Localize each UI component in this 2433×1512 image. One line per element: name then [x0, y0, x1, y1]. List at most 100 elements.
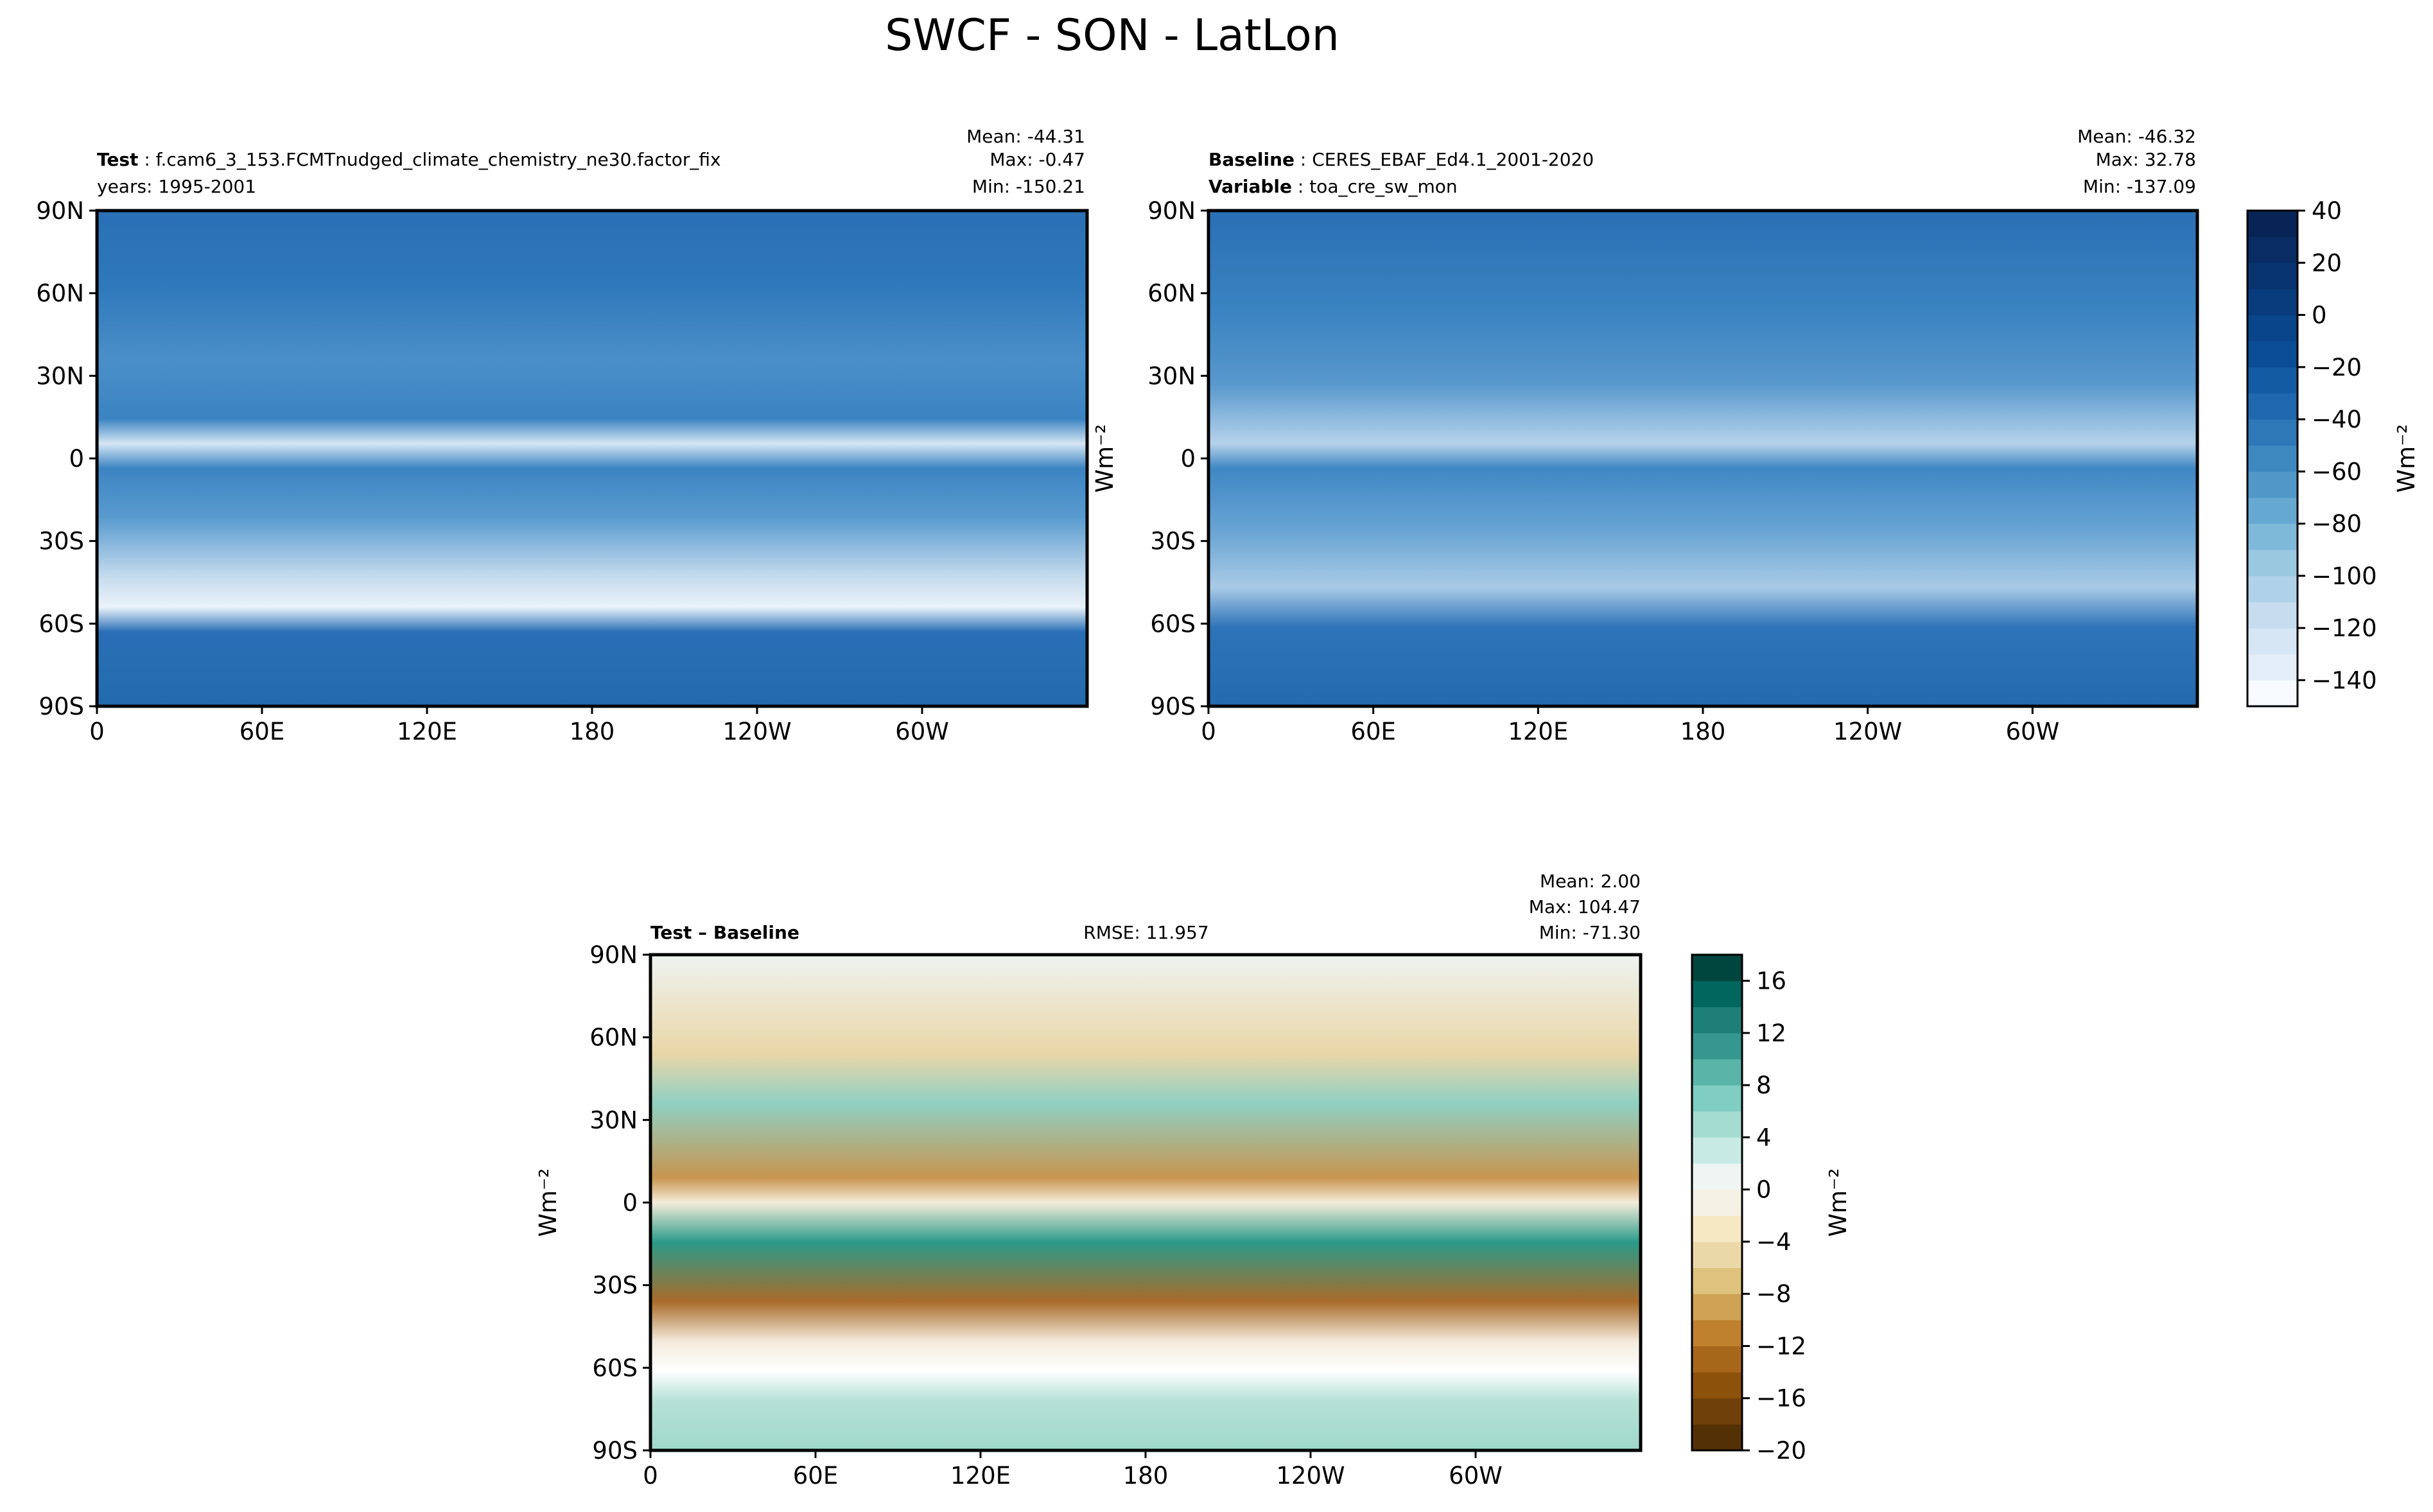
panel-test-mean: Mean: -44.31 — [966, 126, 1085, 147]
panel-test-min: Min: -150.21 — [972, 176, 1085, 197]
colorbar-segment — [2247, 236, 2298, 263]
ytick-label: 90N — [1147, 197, 1196, 225]
xtick-label: 60E — [240, 718, 284, 745]
ytick-label: 30N — [589, 1106, 638, 1134]
colorbar-top-label: Wm⁻² — [2393, 424, 2420, 493]
colorbar-tick-label: −12 — [1756, 1332, 1806, 1360]
colorbar-segment — [1692, 1007, 1742, 1034]
colorbar-segment — [2247, 523, 2298, 550]
colorbar-segment — [1692, 1137, 1742, 1164]
colorbar-segment — [1692, 1163, 1742, 1190]
panel-difference: Test – Baseline RMSE: 11.957 Mean: 2.00 … — [534, 871, 1643, 1490]
map-baseline — [1207, 209, 2199, 708]
colorbar-segment — [2247, 288, 2298, 316]
colorbar-tick-label: 0 — [2312, 302, 2327, 329]
panel-baseline-max: Max: 32.78 — [2096, 149, 2196, 170]
panel-test-years: years: 1995-2001 — [97, 176, 256, 197]
xtick-label: 180 — [570, 718, 615, 745]
colorbar-segment — [2247, 471, 2298, 498]
colorbar-tick-label: 16 — [1756, 968, 1786, 995]
ytick-label: 60N — [36, 280, 84, 308]
figure-title: SWCF - SON - LatLon — [885, 10, 1339, 61]
colorbar-difference-label: Wm⁻² — [1824, 1169, 1852, 1237]
colorbar-segment — [1692, 1189, 1742, 1216]
panel-difference-ylabel: Wm⁻² — [534, 1169, 562, 1237]
panel-baseline-label: Baseline : CERES_EBAF_Ed4.1_2001-2020 — [1208, 149, 1594, 170]
ytick-label: 60S — [39, 610, 84, 638]
xtick-label: 0 — [1201, 718, 1216, 745]
panel-test-label: Test : f.cam6_3_153.FCMTnudged_climate_c… — [97, 149, 721, 170]
map-difference — [649, 953, 1643, 1452]
colorbar-tick-label: −140 — [2312, 666, 2377, 694]
colorbar-tick-label: −20 — [2312, 354, 2362, 381]
colorbar-tick-label: −20 — [1756, 1437, 1806, 1464]
panel-baseline-ylabel: Wm⁻² — [1091, 424, 1119, 493]
colorbar-segment — [2247, 654, 2298, 681]
xtick-label: 60E — [1350, 718, 1395, 745]
map-test — [95, 209, 1089, 708]
panel-baseline: Baseline : CERES_EBAF_Ed4.1_2001-2020 Va… — [1091, 126, 2199, 745]
panel-baseline-mean: Mean: -46.32 — [2077, 126, 2196, 147]
panel-difference-mean: Mean: 2.00 — [1540, 871, 1641, 892]
xtick-label: 60W — [2005, 718, 2059, 745]
colorbar-segment — [1692, 1241, 1742, 1269]
colorbar-tick-label: 0 — [1756, 1176, 1772, 1204]
colorbar-segment — [2247, 211, 2298, 238]
ytick-label: 30N — [36, 362, 84, 390]
xtick-label: 180 — [1123, 1462, 1169, 1490]
colorbar-segment — [2247, 367, 2298, 394]
ytick-label: 0 — [622, 1189, 638, 1217]
xtick-label: 60W — [1449, 1462, 1503, 1490]
xtick-label: 120W — [1276, 1462, 1345, 1490]
colorbar-segment — [1692, 1372, 1742, 1399]
ytick-label: 30S — [39, 528, 84, 555]
colorbar-tick-label: 12 — [1756, 1020, 1786, 1047]
colorbar-segment — [2247, 341, 2298, 368]
colorbar-frame — [2246, 209, 2299, 708]
colorbar-segment — [1692, 1424, 1742, 1451]
colorbar-tick-label: −4 — [1756, 1228, 1792, 1256]
colorbar-segment — [1692, 1319, 1742, 1346]
colorbar-segment — [1692, 1059, 1742, 1086]
xtick-label: 120E — [950, 1462, 1011, 1490]
colorbar-segment — [2247, 445, 2298, 472]
xtick-label: 0 — [643, 1462, 658, 1490]
colorbar-segment — [2247, 419, 2298, 446]
xtick-label: 180 — [1680, 718, 1726, 745]
colorbar-segment — [1692, 1294, 1742, 1321]
panel-difference-max: Max: 104.47 — [1529, 896, 1641, 917]
colorbar-segment — [2247, 393, 2298, 420]
ytick-label: 60N — [1147, 280, 1196, 308]
colorbar-segment — [1692, 1346, 1742, 1373]
xtick-label: 120W — [1833, 718, 1902, 745]
ytick-label: 0 — [1180, 445, 1196, 473]
colorbar-segment — [2247, 628, 2298, 655]
ytick-label: 60S — [592, 1354, 638, 1382]
colorbar-tick-label: 40 — [2312, 197, 2342, 225]
ytick-label: 0 — [69, 445, 84, 473]
ytick-label: 30S — [1150, 528, 1196, 555]
colorbar-tick-label: 8 — [1756, 1072, 1772, 1099]
colorbar-segment — [1692, 1215, 1742, 1242]
colorbar-top: 40 20 0 −20 −40 −60 −80 −100 −120 −140 — [2246, 197, 2377, 708]
ytick-label: 90S — [1150, 693, 1196, 720]
panel-test-max: Max: -0.47 — [990, 149, 1085, 170]
panel-difference-rmse: RMSE: 11.957 — [1083, 922, 1208, 943]
colorbar-segment — [2247, 315, 2298, 342]
colorbar-tick-label: −60 — [2312, 458, 2362, 485]
colorbar-segment — [2247, 263, 2298, 290]
colorbar-segment — [1692, 1032, 1742, 1060]
ytick-label: 30N — [1147, 362, 1196, 390]
colorbar-tick-label: −40 — [2312, 406, 2362, 433]
colorbar-frame — [1691, 953, 1743, 1452]
ytick-label: 30S — [592, 1272, 638, 1299]
panel-baseline-min: Min: -137.09 — [2083, 176, 2196, 197]
colorbar-tick-label: −80 — [2312, 510, 2362, 538]
ytick-label: 90N — [589, 941, 638, 969]
colorbar-segment — [1692, 980, 1742, 1007]
colorbar-segment — [1692, 955, 1742, 982]
colorbar-segment — [2247, 550, 2298, 577]
ytick-label: 90N — [36, 197, 84, 225]
panel-difference-min: Min: -71.30 — [1539, 922, 1641, 943]
